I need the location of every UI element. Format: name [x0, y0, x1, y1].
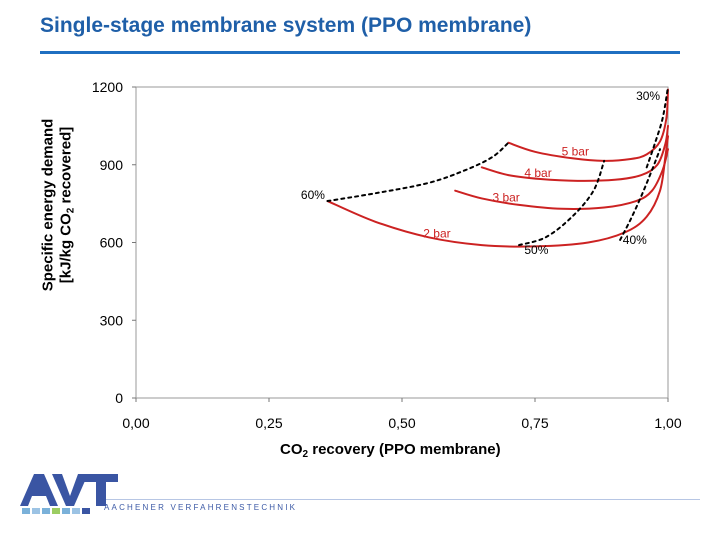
axis-ticks: 0 300 600 900 1200 0,00 0,25 0,50 0,75 1,00 [92, 79, 682, 431]
chart-series [326, 86, 669, 248]
y-tick-label: 300 [100, 312, 124, 328]
annotation-label: 4 bar [524, 166, 551, 180]
avt-logo [20, 474, 118, 514]
y-tick-label: 1200 [92, 79, 123, 95]
annotation-label: 30% [636, 89, 660, 103]
chart-annotations: 5 bar 4 bar 3 bar 2 bar 60% 50% 40% 30% [301, 89, 661, 257]
annotation-label: 40% [623, 233, 647, 247]
y-tick-label: 600 [100, 235, 124, 251]
x-tick-label: 0,50 [388, 415, 415, 431]
title-underline [40, 51, 680, 54]
y-tick-label: 900 [100, 157, 124, 173]
series-line-60- [326, 141, 510, 203]
series-line-50- [518, 159, 606, 247]
x-tick-label: 0,25 [255, 415, 282, 431]
series-line-2-bar [326, 135, 669, 248]
y-tick-label: 0 [115, 390, 123, 406]
slide-title: Single-stage membrane system (PPO membra… [40, 14, 532, 37]
series-line-3-bar [454, 148, 669, 210]
footer-tagline: AACHENER VERFAHRENSTECHNIK [104, 503, 298, 512]
series-line-4-bar [480, 124, 669, 182]
series-line-40- [619, 148, 662, 241]
series-line-30- [645, 86, 669, 169]
annotation-label: 50% [524, 243, 548, 257]
x-tick-label: 0,00 [122, 415, 149, 431]
annotation-label: 3 bar [492, 191, 519, 205]
annotation-label: 60% [301, 188, 325, 202]
x-tick-label: 0,75 [521, 415, 548, 431]
annotation-label: 2 bar [423, 226, 450, 240]
annotation-label: 5 bar [562, 145, 589, 159]
series-line-5-bar [507, 88, 669, 162]
x-axis-label: CO2 recovery (PPO membrane) [280, 441, 501, 460]
footer-rule [100, 499, 700, 500]
x-tick-label: 1,00 [654, 415, 681, 431]
